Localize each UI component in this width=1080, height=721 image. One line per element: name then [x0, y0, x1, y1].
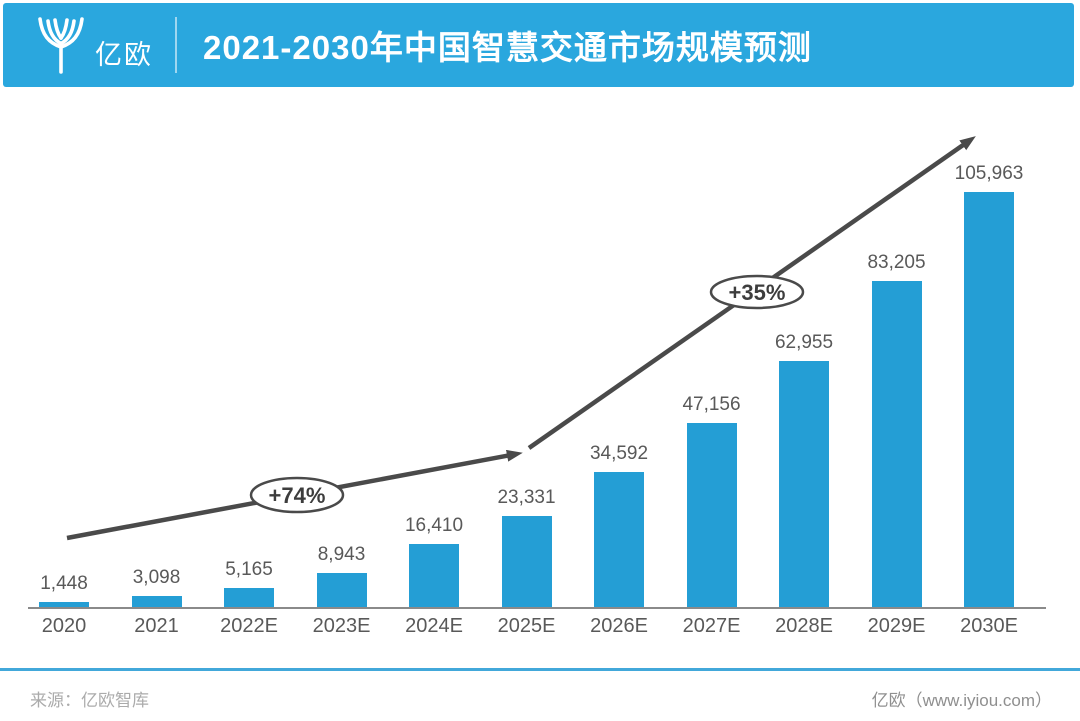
bar	[686, 423, 737, 608]
bar-value-label: 34,592	[589, 443, 649, 464]
footer-divider-line	[0, 668, 1080, 671]
bar-column: 8,943	[296, 544, 388, 608]
bar	[131, 596, 182, 608]
x-axis-label: 2024E	[405, 615, 463, 637]
bar-value-label: 16,410	[404, 515, 464, 536]
logo-text: 亿欧	[95, 39, 153, 70]
bar-column: 34,592	[573, 443, 665, 608]
brand-logo: 亿欧	[33, 14, 153, 76]
x-axis-line	[28, 607, 1046, 609]
bar-value-label: 3,098	[132, 567, 181, 588]
bar	[224, 588, 274, 608]
x-axis-label: 2022E	[220, 615, 278, 637]
bar-value-label: 8,943	[317, 544, 366, 565]
bar-value-label: 83,205	[867, 252, 926, 273]
website-text: 亿欧（www.iyiou.com）	[871, 691, 1052, 710]
bar-column: 105,963	[943, 163, 1035, 608]
bar-column: 83,205	[851, 252, 943, 608]
x-axis-label: 2029E	[867, 615, 926, 637]
x-axis-label: 2020	[41, 615, 87, 637]
bar	[409, 544, 459, 608]
bar-value-label: 5,165	[225, 559, 273, 580]
bar	[316, 573, 367, 608]
bar-column: 62,955	[758, 332, 850, 608]
x-axis-label: 2027E	[682, 615, 741, 637]
bar-value-label: 23,331	[497, 487, 556, 508]
bar-column: 5,165	[203, 559, 295, 608]
bar	[594, 472, 644, 608]
bar	[779, 361, 829, 608]
bar	[871, 281, 922, 608]
x-axis-label: 2028E	[775, 615, 833, 637]
header-banner: 亿欧 2021-2030年中国智慧交通市场规模预测	[3, 3, 1074, 87]
x-axis-label: 2023E	[312, 615, 371, 637]
bar-column: 3,098	[111, 567, 203, 608]
bar-column: 1,448	[18, 573, 110, 608]
bar-value-label: 1,448	[40, 573, 88, 594]
bars-container: 1,448 3,098 5,165 8,943 16,410 23,331 34,592 47…	[18, 163, 1035, 608]
bar	[39, 602, 89, 608]
source-text: 来源：亿欧智库	[30, 691, 149, 710]
x-axis-label: 2021	[134, 615, 179, 637]
bar-value-label: 62,955	[774, 332, 834, 353]
x-axis-label: 2025E	[497, 615, 556, 637]
bar-column: 23,331	[481, 487, 573, 608]
x-axis-label: 2026E	[590, 615, 648, 637]
page-title: 2021-2030年中国智慧交通市场规模预测	[203, 29, 812, 66]
yiou-logo-icon	[38, 17, 84, 74]
bar	[964, 192, 1014, 608]
bar-column: 16,410	[388, 515, 480, 608]
bar-column: 47,156	[666, 394, 758, 608]
header-divider	[175, 17, 177, 73]
bar	[501, 516, 552, 608]
bar-value-label: 47,156	[682, 394, 741, 415]
x-axis-label: 2030E	[960, 615, 1018, 637]
bar-value-label: 105,963	[954, 163, 1024, 184]
